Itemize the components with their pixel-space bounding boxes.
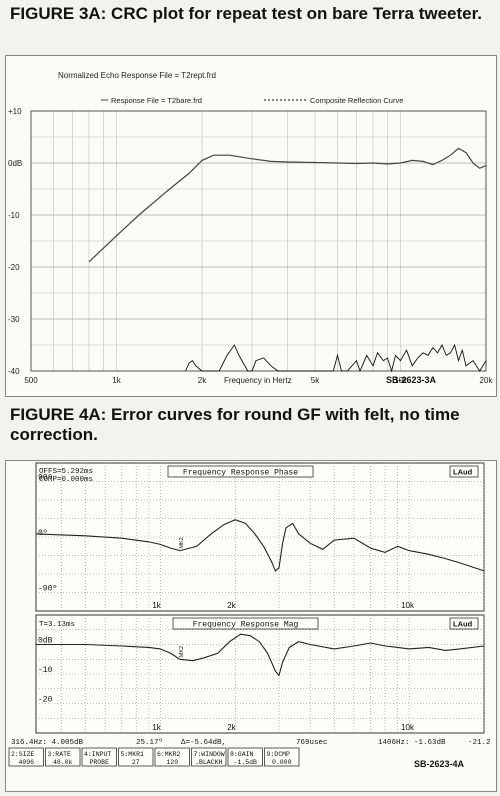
softkey-box <box>264 747 300 767</box>
softkey-box <box>81 747 117 767</box>
offset-readout: OFFS=5.292ms <box>39 468 93 476</box>
x-tick-label: 1k <box>112 376 121 385</box>
logo-text: LAud <box>453 468 473 477</box>
chart-title: Normalized Echo Response File = T2rept.f… <box>58 71 216 80</box>
panel-1-title-box <box>167 465 314 478</box>
softkey-value: PROBE <box>89 759 109 766</box>
softkey-label: 4:INPUT <box>84 751 111 758</box>
softkey-label: 8:GAIN <box>230 751 254 758</box>
softkey-label: 3:RATE <box>48 751 72 758</box>
y-tick-label: -10 <box>38 666 53 675</box>
x-tick-label: 500 <box>24 376 38 385</box>
panel-2-title-box <box>172 617 319 630</box>
status-readout: 316.4Hz: 4.005dB <box>11 739 84 747</box>
status-readout: Δ=-5.64dB, <box>181 739 226 747</box>
softkey-box <box>227 747 263 767</box>
status-readout: 769usec <box>296 739 328 747</box>
marker-label: MK2 <box>179 537 185 548</box>
softkey-value: 120 <box>166 759 178 766</box>
time-readout: T=3.13ms <box>39 621 75 629</box>
y-tick-label: 0º <box>38 529 48 538</box>
softkey-label: 2:SIZE <box>11 751 35 758</box>
legend-series-1: Response File = T2bare.frd <box>111 96 202 105</box>
x-tick-label: 20k <box>480 376 494 385</box>
comp-readout: COMP=0.000ms <box>39 476 93 484</box>
series-line-1 <box>88 147 487 263</box>
y-tick-label: -90º <box>38 585 57 594</box>
softkey-label: 9:DCMP <box>267 751 291 758</box>
x-tick-label: 10k <box>401 601 415 610</box>
logo-text: LAud <box>453 620 473 629</box>
figure-watermark: SB-2623-3A <box>386 375 437 385</box>
status-readout: -21.2 <box>468 739 491 747</box>
y-tick-label: 0dB <box>8 159 22 168</box>
softkey-box <box>45 747 81 767</box>
plot-frame <box>30 110 487 372</box>
panel-2-series-line <box>36 633 485 677</box>
softkey-label: 6:MKR2 <box>157 751 181 758</box>
y-tick-label: -20 <box>8 263 20 272</box>
x-tick-label: 2k <box>198 376 207 385</box>
y-tick-label: -30 <box>8 315 20 324</box>
figure-4a-title: FIGURE 4A: Error curves for round GF wit… <box>10 405 460 444</box>
softkey-label: 7:WINDOW <box>194 751 225 758</box>
legend-series-2: Composite Reflection Curve <box>310 96 403 105</box>
softkey-value: 48.0k <box>53 759 73 766</box>
x-tick-label: 2k <box>227 601 236 610</box>
series-line-2 <box>185 343 487 373</box>
softkey-value: 0.000 <box>272 759 292 766</box>
status-readout: 1406Hz: -1.63dB <box>378 739 446 747</box>
logo-box <box>449 617 479 630</box>
x-tick-label: 2k <box>227 723 236 732</box>
softkey-value: 27 <box>132 759 140 766</box>
y-tick-label: 0dB <box>38 637 53 646</box>
x-axis-label: Frequency in Hertz <box>224 376 292 385</box>
y-tick-label: 90º <box>38 474 52 483</box>
softkey-label: 5:MKR1 <box>121 751 145 758</box>
x-tick-label: 10k <box>394 376 408 385</box>
softkey-box <box>118 747 154 767</box>
figure-3a-panel: Normalized Echo Response File = T2rept.f… <box>5 55 497 397</box>
figure-watermark: SB-2623-4A <box>414 759 465 769</box>
y-tick-label: -10 <box>8 211 20 220</box>
figure-3a-title: FIGURE 3A: CRC plot for repeat test on b… <box>10 4 482 23</box>
softkey-box <box>8 747 44 767</box>
figure-3a-chart: Normalized Echo Response File = T2rept.f… <box>8 71 494 385</box>
panel-2-frame <box>35 614 485 734</box>
x-tick-label: 5k <box>311 376 320 385</box>
logo-box <box>449 465 479 478</box>
marker-label: MK2 <box>179 646 185 657</box>
panel-1-series-line <box>35 519 485 572</box>
panel-1-title: Frequency Response Phase <box>183 469 298 478</box>
status-readout: 25.17º <box>136 738 163 747</box>
panel-2-title: Frequency Response Mag <box>193 621 299 630</box>
x-tick-label: 1k <box>152 601 161 610</box>
softkey-box <box>191 747 227 767</box>
x-tick-label: 10k <box>401 723 415 732</box>
softkey-value: .BLACKH <box>195 759 222 766</box>
softkey-value: 4096 <box>18 759 34 766</box>
y-tick-label: +10 <box>8 107 22 116</box>
x-tick-label: 1k <box>152 723 161 732</box>
softkey-value: -1.5dB <box>234 759 258 766</box>
softkey-box <box>154 747 190 767</box>
y-tick-label: -40 <box>8 367 20 376</box>
y-tick-label: -20 <box>38 696 53 705</box>
